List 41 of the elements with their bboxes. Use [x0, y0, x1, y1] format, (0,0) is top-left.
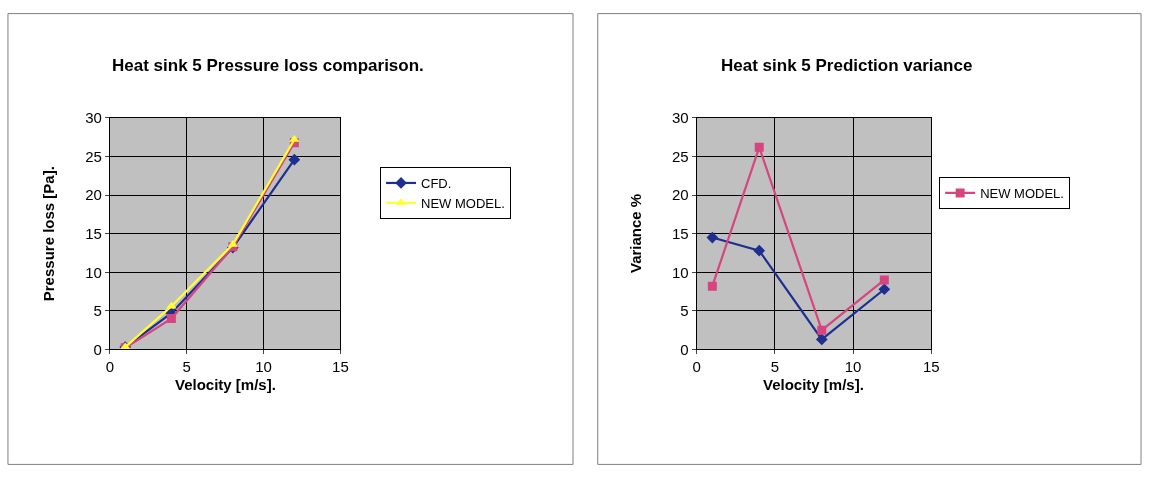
legend-label: CFD. — [421, 176, 452, 192]
y-tick-label: 10 — [85, 263, 102, 281]
y-tick-label: 10 — [672, 263, 689, 281]
x-tick-label: 5 — [770, 358, 780, 376]
point — [166, 314, 176, 324]
point — [706, 231, 719, 244]
x-axis-title: Velocity [m/s]. — [175, 376, 276, 393]
x-tick-label: 0 — [105, 358, 115, 376]
point — [815, 333, 828, 346]
y-tick-label: 30 — [672, 109, 689, 127]
x-axis-title: Velocity [m/s]. — [763, 376, 864, 393]
point — [817, 325, 827, 335]
y-axis-title: Variance % — [626, 193, 644, 274]
chart-title: Heat sink 5 Prediction variance — [721, 56, 973, 75]
y-tick-label: 25 — [85, 147, 102, 165]
legend-label: NEW MODEL. — [980, 186, 1064, 202]
y-tick-label: 5 — [93, 302, 102, 320]
point — [879, 275, 889, 285]
x-tick-label: 0 — [692, 358, 701, 376]
y-tick-label: 20 — [672, 186, 689, 204]
point — [288, 153, 301, 166]
y-tick-label: 20 — [85, 186, 102, 204]
y-axis-title: Pressure loss [Pa]. — [39, 166, 57, 302]
point — [754, 142, 764, 152]
x-tick-label: 10 — [255, 358, 272, 376]
y-tick-label: 15 — [85, 224, 102, 242]
x-tick-label: 5 — [182, 358, 191, 376]
point — [878, 283, 891, 296]
y-tick-label: 0 — [680, 340, 689, 358]
y-tick-label: 5 — [680, 302, 689, 320]
x-tick-label: 10 — [844, 358, 862, 376]
legend-label: NEW MODEL. — [421, 195, 505, 211]
y-tick-label: 25 — [672, 147, 689, 165]
chart-title: Heat sink 5 Pressure loss comparison. — [112, 56, 424, 75]
point — [753, 244, 766, 257]
y-tick-label: 30 — [85, 109, 102, 127]
point — [707, 281, 717, 291]
y-tick-label: 0 — [93, 340, 102, 358]
y-tick-label: 15 — [672, 224, 689, 242]
x-tick-label: 15 — [332, 358, 349, 376]
x-tick-label: 15 — [922, 358, 940, 376]
